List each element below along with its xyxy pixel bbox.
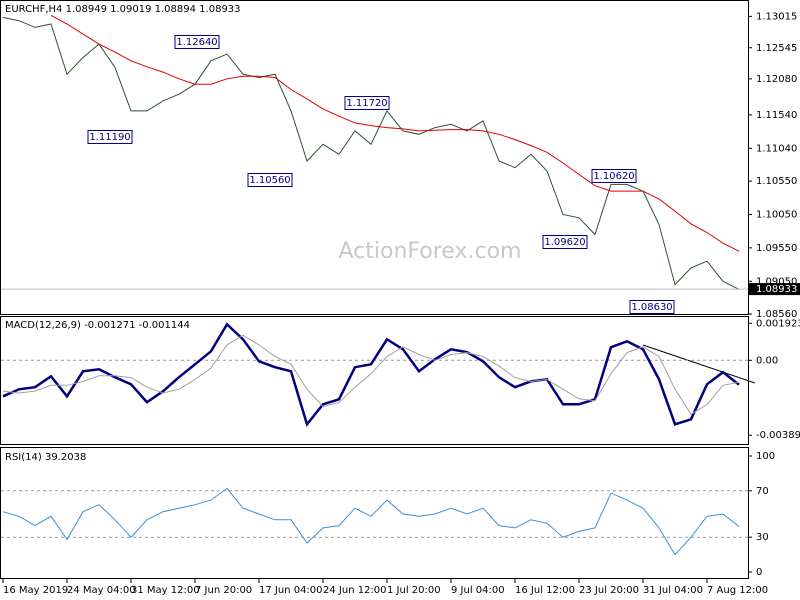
- y-tick-label: 1.08560: [756, 309, 797, 320]
- series-line: [2, 334, 740, 415]
- y-tick-label: 1.12545: [756, 43, 797, 54]
- annotation: 1.12640: [176, 37, 217, 48]
- last-price-label: 1.08933: [756, 284, 797, 295]
- trend-line: [642, 344, 756, 384]
- annotation: 1.11190: [89, 132, 130, 143]
- y-tick-label: 0: [756, 567, 762, 578]
- y-tick-label: 1.13015: [756, 11, 797, 22]
- x-tick-label: 7 Aug 12:00: [707, 585, 768, 596]
- series-line: [2, 487, 740, 556]
- macd-panel: [0, 316, 749, 445]
- x-tick-label: 17 Jun 04:00: [259, 585, 323, 596]
- x-tick-label: 7 Jun 20:00: [195, 585, 252, 596]
- series-line: [50, 14, 740, 252]
- x-tick-label: 31 Jul 04:00: [643, 585, 703, 596]
- series-line: [2, 322, 740, 427]
- x-tick-label: 23 Jul 20:00: [579, 585, 639, 596]
- annotation: 1.11720: [346, 98, 387, 109]
- y-tick-label: 1.09050: [756, 276, 797, 287]
- annotation-box: [344, 96, 390, 110]
- annotation: 1.10620: [593, 171, 634, 182]
- y-tick-label: -0.003896: [756, 430, 800, 441]
- rsi-title: RSI(14) 39.2038: [5, 452, 86, 463]
- y-tick-label: 100: [756, 451, 775, 462]
- y-tick-label: 1.11540: [756, 110, 797, 121]
- annotation-box: [629, 300, 675, 314]
- last-price-box: [749, 283, 800, 296]
- annotation-box: [247, 173, 293, 187]
- annotation-box: [591, 169, 637, 183]
- price-panel: [0, 0, 749, 315]
- annotation: 1.10560: [249, 175, 290, 186]
- y-tick-label: 0.00: [756, 355, 778, 366]
- x-tick-label: 31 May 12:00: [131, 585, 200, 596]
- annotation-box: [542, 235, 588, 249]
- watermark: ActionForex.com: [339, 239, 522, 264]
- annotation-box: [174, 35, 220, 49]
- x-tick-label: 16 Jul 12:00: [515, 585, 575, 596]
- y-tick-label: 1.09550: [756, 243, 797, 254]
- macd-title: MACD(12,26,9) -0.001271 -0.001144: [5, 320, 190, 331]
- x-tick-label: 9 Jul 04:00: [451, 585, 505, 596]
- x-tick-label: 24 Jun 12:00: [323, 585, 387, 596]
- y-tick-label: 70: [756, 486, 769, 497]
- chart-title: EURCHF,H4 1.08949 1.09019 1.08894 1.0893…: [5, 4, 241, 15]
- x-tick-label: 24 May 04:00: [67, 585, 136, 596]
- x-tick-label: 1 Jul 20:00: [387, 585, 441, 596]
- series-line: [2, 16, 740, 290]
- annotation: 1.08630: [631, 302, 672, 313]
- y-tick-label: 30: [756, 532, 769, 543]
- y-tick-label: 1.10050: [756, 209, 797, 220]
- x-tick-label: 16 May 2019: [3, 585, 68, 596]
- annotation: 1.09620: [544, 237, 585, 248]
- y-tick-label: 0.001923: [756, 318, 800, 329]
- y-tick-label: 1.10550: [756, 176, 797, 187]
- y-tick-label: 1.11040: [756, 143, 797, 154]
- y-tick-label: 1.12080: [756, 74, 797, 85]
- annotation-box: [87, 130, 133, 144]
